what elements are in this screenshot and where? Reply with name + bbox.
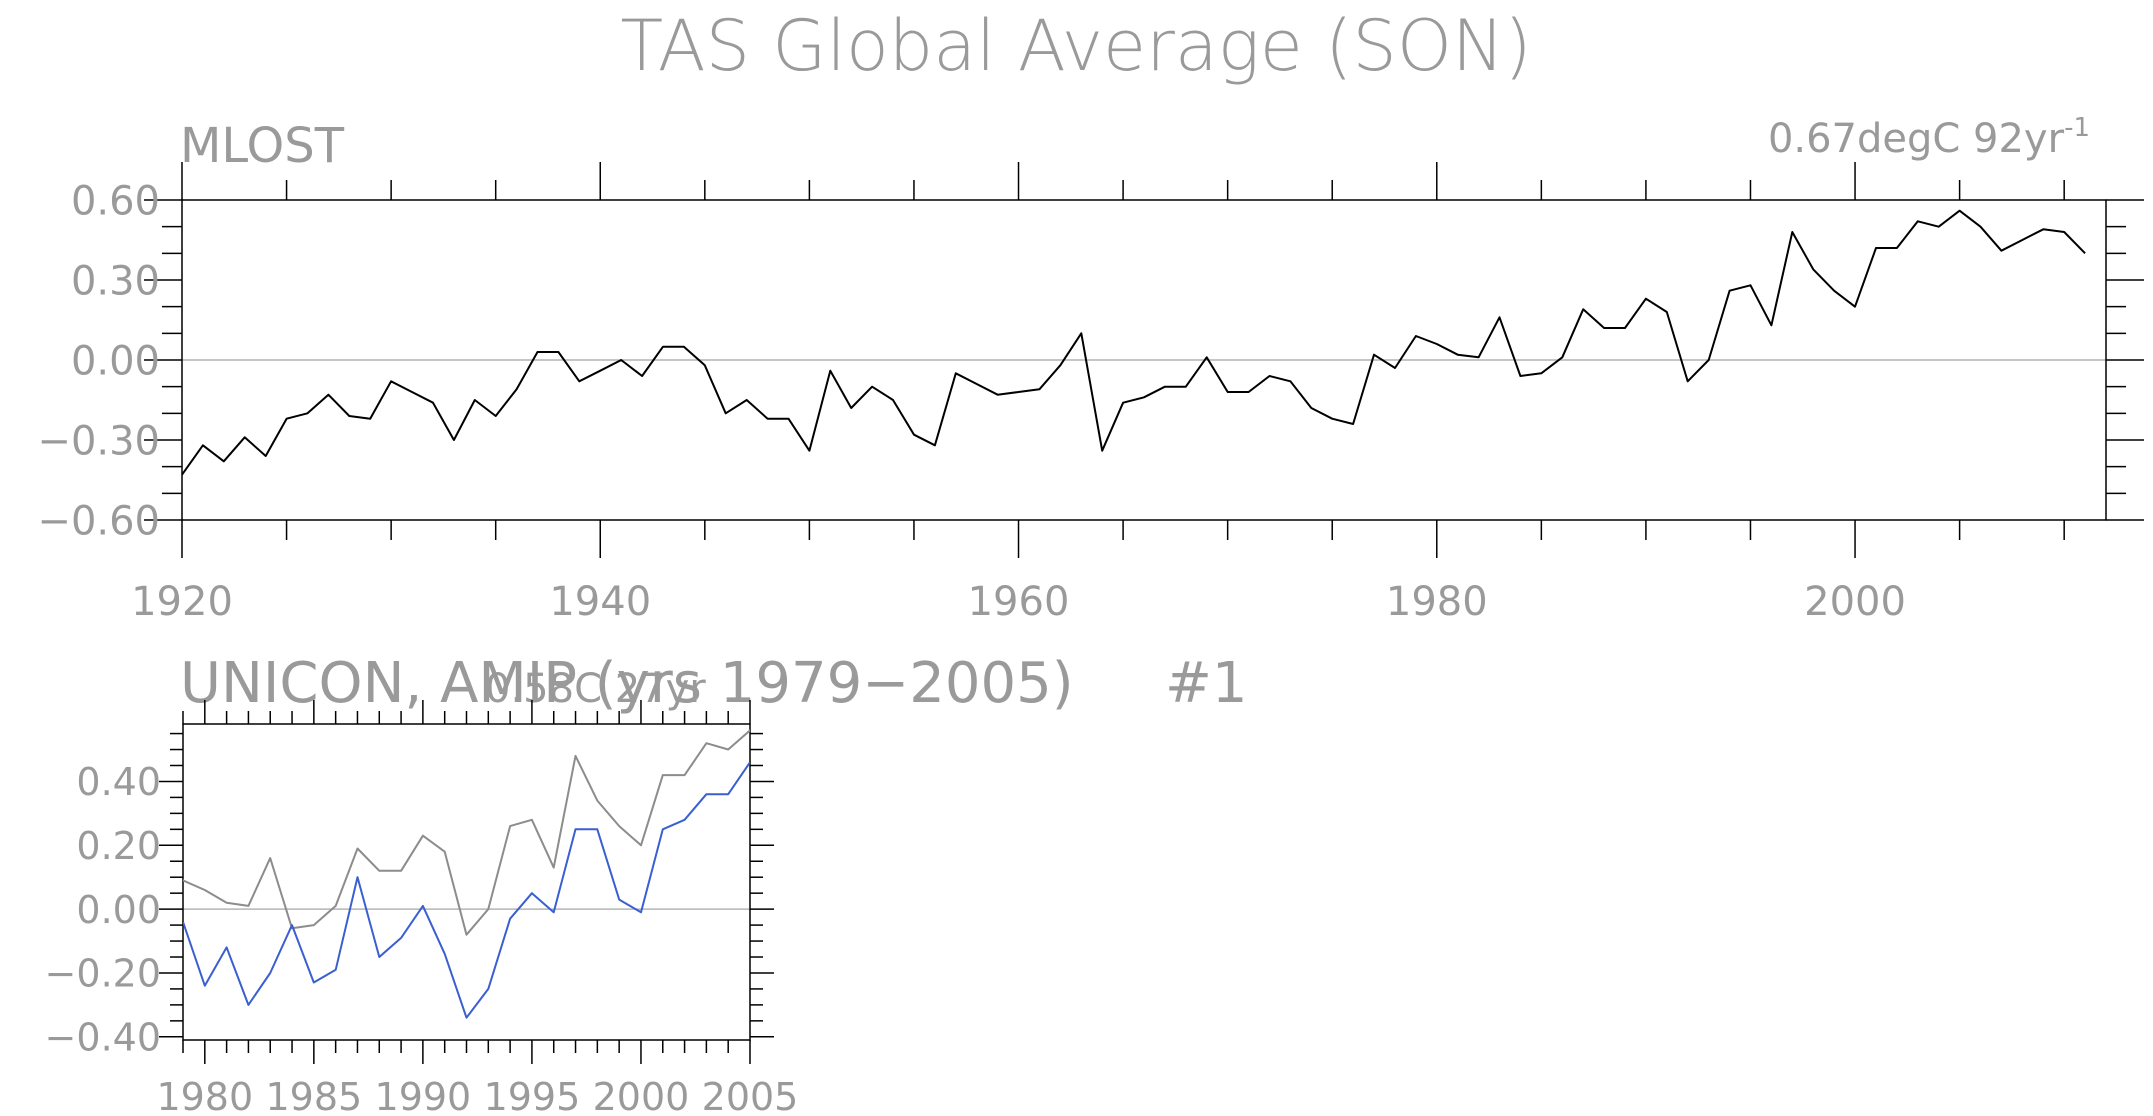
y-tick-label: 0.60: [71, 178, 160, 224]
y-tick-label: −0.30: [37, 418, 160, 464]
x-tick-label: 2005: [702, 1075, 799, 1116]
x-tick-label: 2000: [1804, 579, 1906, 625]
x-tick-label: 1920: [131, 579, 233, 625]
x-tick-label: 2000: [593, 1075, 690, 1116]
x-tick-label: 1990: [375, 1075, 472, 1116]
y-tick-label: −0.40: [45, 1015, 161, 1059]
mlost-trend-label: 0.67degC 92yr-1: [1768, 113, 2090, 162]
x-tick-label: 1995: [484, 1075, 581, 1116]
mlost-trend-superscript: -1: [2064, 113, 2090, 143]
y-tick-label: 0.40: [76, 760, 161, 804]
x-tick-label: 1980: [156, 1075, 253, 1116]
y-tick-label: −0.60: [37, 498, 160, 544]
x-tick-label: 1940: [549, 579, 651, 625]
figure-title: TAS Global Average (SON): [620, 5, 1531, 87]
plot-frame: [182, 723, 751, 1041]
mlost-panel-label: MLOST: [180, 118, 345, 174]
model-series-line: [183, 761, 750, 1019]
y-tick-label: 0.20: [76, 824, 161, 868]
obs-series-line: [182, 209, 2086, 476]
observed-series-line: [183, 729, 750, 936]
x-tick-label: 1960: [968, 579, 1070, 625]
y-tick-label: 0.00: [76, 888, 161, 932]
unicon-chart: 1980 1985 1990 1995 2000 2005 0.40 0.20 0.00 −0.2…: [45, 700, 799, 1116]
unicon-panel-label: UNICON, AMIP (yrs 1979−2005): [180, 651, 1074, 716]
y-tick-label: 0.30: [71, 258, 160, 304]
unicon-trend-label: 0.58C 27yr: [485, 666, 706, 712]
y-tick-label: −0.20: [45, 952, 161, 996]
x-tick-label: 1980: [1386, 579, 1488, 625]
mlost-chart: 1920 1940 1960 1980 2000 0.60 0.30 0.00 −0.30 −0.…: [37, 162, 2144, 625]
mlost-trend-text: 0.67degC 92yr: [1768, 116, 2065, 162]
plot-frame: [181, 199, 2107, 521]
y-tick-label: 0.00: [71, 338, 160, 384]
unicon-run-label: #1: [1165, 651, 1248, 716]
x-tick-label: 1985: [265, 1075, 362, 1116]
